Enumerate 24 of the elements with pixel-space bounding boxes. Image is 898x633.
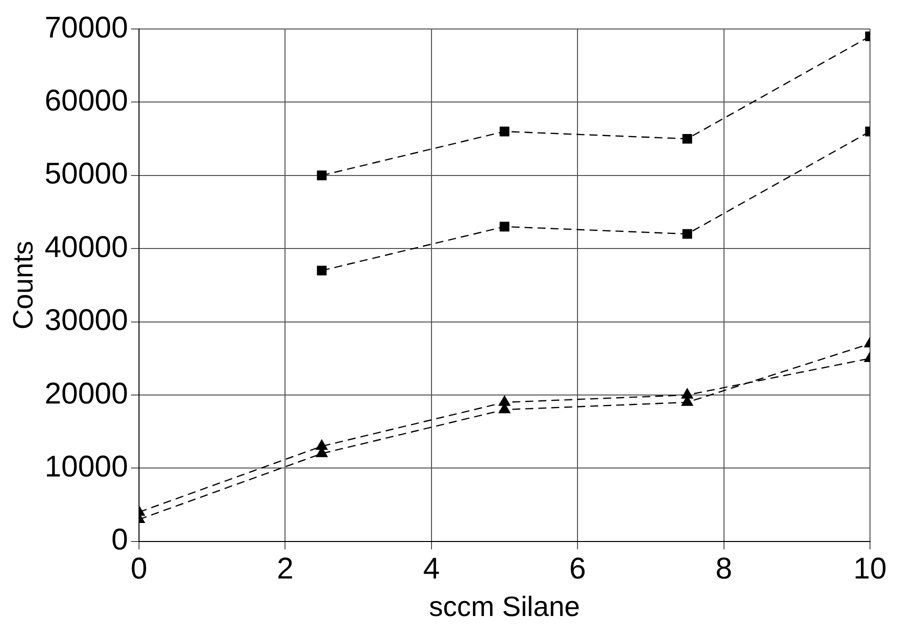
point — [498, 396, 510, 406]
x-tick-label: 10 — [853, 552, 887, 586]
x-tick-label: 8 — [715, 552, 732, 586]
point — [682, 229, 692, 239]
y-tick-label: 10000 — [44, 450, 128, 484]
point — [316, 170, 327, 180]
y-tick-label: 40000 — [44, 230, 128, 264]
point — [682, 134, 692, 144]
point — [681, 388, 694, 399]
y-tick-label: 0 — [111, 524, 128, 557]
y-tick-label: 60000 — [44, 84, 128, 118]
x-axis-title: sccm Silane — [429, 590, 580, 622]
point — [500, 222, 510, 232]
y-tick-label: 50000 — [44, 158, 128, 191]
x-tick-label: 6 — [569, 552, 586, 586]
point — [316, 440, 328, 450]
y-tick-label: 20000 — [44, 377, 128, 410]
y-axis-title: Counts — [8, 240, 39, 330]
point — [500, 126, 510, 136]
y-tick-label: 30000 — [44, 304, 128, 338]
x-tick-label: 2 — [276, 552, 294, 586]
point — [316, 266, 327, 276]
y-tick-label: 70000 — [44, 11, 128, 44]
x-tick-label: 4 — [423, 552, 440, 586]
